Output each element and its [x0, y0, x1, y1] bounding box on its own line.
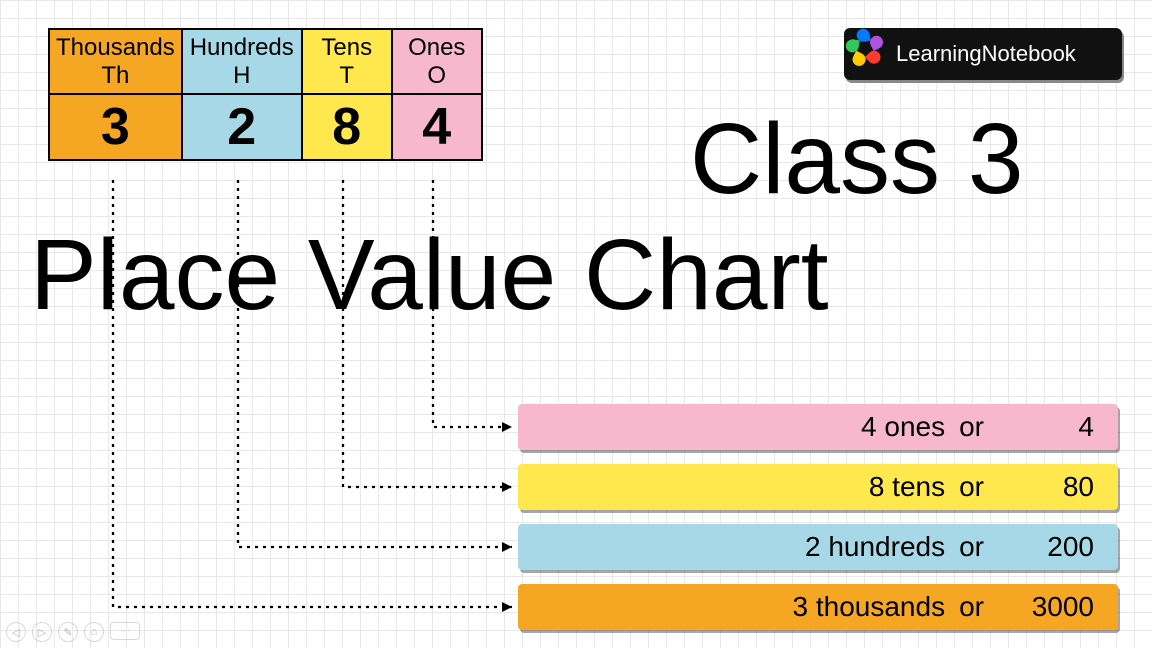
- strip-thousands: 3 thousands or 3000: [518, 584, 1118, 630]
- more-icon[interactable]: ⋯: [110, 622, 140, 640]
- place-value-table: Thousands Th Hundreds H Tens T Ones O 3 …: [48, 28, 483, 161]
- brand-badge: LearningNotebook: [844, 28, 1122, 80]
- brand-text: LearningNotebook: [896, 41, 1076, 67]
- header-hundreds: Hundreds H: [182, 29, 302, 94]
- strip-ones: 4 ones or 4: [518, 404, 1118, 450]
- header-abbr: H: [189, 62, 295, 90]
- value-tens: 8: [302, 94, 392, 160]
- strip-or: or: [959, 471, 984, 503]
- table-value-row: 3 2 8 4: [49, 94, 482, 160]
- strip-num: 80: [998, 471, 1094, 503]
- header-ones: Ones O: [392, 29, 482, 94]
- arrowhead-icon: [502, 602, 512, 612]
- strip-words: 4 ones: [861, 411, 945, 443]
- strip-or: or: [959, 531, 984, 563]
- strip-words: 3 thousands: [793, 591, 946, 623]
- brand-logo-icon: [854, 37, 888, 71]
- home-icon[interactable]: ⌂: [84, 622, 104, 642]
- presentation-toolbar: ◁ ▷ ✎ ⌂ ⋯: [6, 622, 140, 642]
- header-label: Ones: [399, 34, 475, 62]
- strip-hundreds: 2 hundreds or 200: [518, 524, 1118, 570]
- arrowhead-icon: [502, 422, 512, 432]
- arrowhead-icon: [502, 482, 512, 492]
- header-abbr: T: [309, 62, 385, 90]
- title-chart: Place Value Chart: [30, 218, 829, 333]
- value-ones: 4: [392, 94, 482, 160]
- pen-icon[interactable]: ✎: [58, 622, 78, 642]
- header-label: Tens: [309, 34, 385, 62]
- strip-words: 2 hundreds: [805, 531, 945, 563]
- table-header-row: Thousands Th Hundreds H Tens T Ones O: [49, 29, 482, 94]
- header-thousands: Thousands Th: [49, 29, 182, 94]
- title-class: Class 3: [690, 102, 1023, 217]
- header-abbr: Th: [56, 62, 175, 90]
- header-abbr: O: [399, 62, 475, 90]
- strip-words: 8 tens: [869, 471, 945, 503]
- strip-tens: 8 tens or 80: [518, 464, 1118, 510]
- strip-num: 4: [998, 411, 1094, 443]
- header-tens: Tens T: [302, 29, 392, 94]
- petal-icon: [850, 51, 867, 68]
- value-thousands: 3: [49, 94, 182, 160]
- strip-or: or: [959, 411, 984, 443]
- value-hundreds: 2: [182, 94, 302, 160]
- header-label: Hundreds: [189, 34, 295, 62]
- next-slide-icon[interactable]: ▷: [32, 622, 52, 642]
- prev-slide-icon[interactable]: ◁: [6, 622, 26, 642]
- arrowhead-icon: [502, 542, 512, 552]
- strip-or: or: [959, 591, 984, 623]
- header-label: Thousands: [56, 34, 175, 62]
- petal-icon: [868, 34, 885, 51]
- strip-num: 200: [998, 531, 1094, 563]
- strip-num: 3000: [998, 591, 1094, 623]
